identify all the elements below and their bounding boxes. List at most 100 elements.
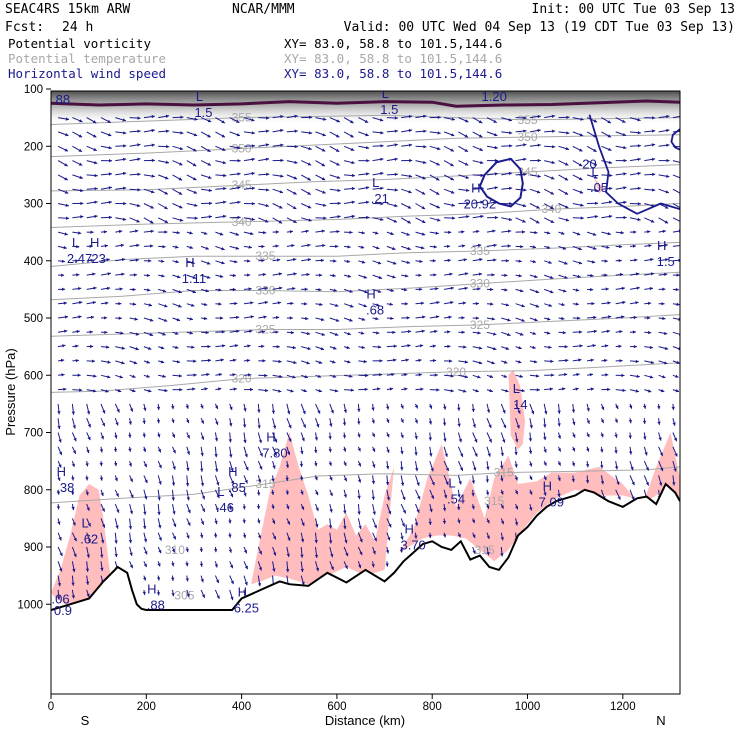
wind-vector-head xyxy=(143,577,147,581)
wind-vector-head xyxy=(652,188,656,192)
wind-vector-head xyxy=(550,359,554,363)
wind-vector-head xyxy=(448,230,452,234)
wind-vector-head xyxy=(365,146,370,150)
wind-vector-head xyxy=(529,425,533,429)
wind-vector-head xyxy=(343,409,347,413)
wind-vector-head xyxy=(607,301,611,305)
wind-vector-head xyxy=(317,410,321,414)
wind-vector-head xyxy=(162,245,166,249)
wind-vector-head xyxy=(343,510,347,514)
wind-vector-head xyxy=(475,316,479,320)
wind-vector-head xyxy=(564,191,569,195)
wind-vector-head xyxy=(318,389,322,393)
wind-vector-head xyxy=(681,130,684,133)
theta-contour-325 xyxy=(51,314,680,337)
wind-vector-head xyxy=(162,374,166,378)
wind-vector-head xyxy=(432,344,436,348)
wind-vector-head xyxy=(103,316,108,320)
wind-vector-head xyxy=(579,190,584,194)
theta-contour-350 xyxy=(51,134,680,158)
wind-vector-head xyxy=(128,434,132,438)
wind-vector-head xyxy=(550,219,554,223)
wind-vector-head xyxy=(71,595,75,599)
wind-vector-head xyxy=(157,448,161,453)
wind-vector-head xyxy=(244,479,248,484)
wind-vector-head xyxy=(478,134,483,138)
wind-vector-head xyxy=(593,315,597,320)
wind-vector-head xyxy=(294,145,298,149)
wind-vector-head xyxy=(148,346,152,350)
wind-vector-head xyxy=(237,215,241,220)
wind-vector-head xyxy=(606,245,610,249)
wind-vector-head xyxy=(328,436,332,440)
wind-vector-head xyxy=(61,373,65,377)
extremum-marker: L xyxy=(72,235,79,250)
wind-vector-head xyxy=(329,492,333,497)
wind-vector-head xyxy=(72,522,76,526)
wind-vector-head xyxy=(423,114,427,118)
wind-vector-head xyxy=(292,375,296,379)
wind-vector-head xyxy=(56,506,60,510)
wind-vector-head xyxy=(271,505,275,509)
wind-vector-head xyxy=(578,358,582,362)
wind-vector-head xyxy=(251,186,255,190)
wind-vector-head xyxy=(590,287,594,292)
wind-vector-head xyxy=(319,302,323,306)
wind-vector-head xyxy=(208,215,212,219)
wind-vector-head xyxy=(71,491,75,495)
wind-vector-head xyxy=(564,372,568,377)
wind-vector-head xyxy=(593,148,597,152)
wind-vector-head xyxy=(563,289,567,293)
wind-vector-head xyxy=(176,360,181,364)
wind-vector-head xyxy=(537,174,541,178)
wind-vector-head xyxy=(251,171,255,176)
extremum-value: .62 xyxy=(80,532,98,547)
wind-vector-head xyxy=(472,534,476,538)
wind-vector-head xyxy=(314,449,318,454)
wind-vector-head xyxy=(448,315,452,319)
wind-vector-head xyxy=(99,477,104,481)
wind-vector-head xyxy=(242,424,247,428)
wind-vector-head xyxy=(157,434,161,438)
wind-vector-head xyxy=(293,176,298,180)
wind-vector-head xyxy=(143,407,147,411)
wind-vector-head xyxy=(572,434,576,438)
wind-vector-head xyxy=(400,482,405,486)
wind-vector-head xyxy=(57,411,61,415)
wind-vector-head xyxy=(620,231,624,235)
wind-vector-head xyxy=(437,218,441,222)
wind-vector-head xyxy=(321,163,325,167)
theta-contour-label: 325 xyxy=(255,322,275,336)
wind-vector-head xyxy=(566,131,570,135)
pv-shaded-region xyxy=(51,484,111,605)
wind-vector-head xyxy=(288,424,292,429)
extremum-value: 88 xyxy=(56,92,70,107)
wind-vector-head xyxy=(500,553,504,557)
wind-vector-head xyxy=(121,346,125,350)
wind-vector-head xyxy=(645,467,649,471)
wind-vector-head xyxy=(242,534,247,539)
wind-vector-head xyxy=(64,232,68,236)
wind-vector-head xyxy=(178,304,182,308)
wind-vector-head xyxy=(462,301,466,305)
wind-vector-head xyxy=(473,467,477,471)
wind-vector-head xyxy=(371,480,376,485)
wind-vector-head xyxy=(471,519,475,524)
wind-vector-head xyxy=(321,177,326,181)
wind-vector-head xyxy=(406,260,410,264)
wind-vector-head xyxy=(165,176,169,180)
wind-vector-head xyxy=(215,468,219,472)
wind-vector-head xyxy=(235,246,239,250)
wind-vector-head xyxy=(279,374,283,379)
wind-vector-head xyxy=(400,419,404,423)
wind-vector-head xyxy=(135,229,139,233)
wind-vector-head xyxy=(500,505,504,509)
wind-vector-head xyxy=(280,114,284,119)
wind-vector-head xyxy=(546,245,551,249)
wind-vector-head xyxy=(486,466,490,470)
wind-vector-head xyxy=(600,481,605,485)
wind-vector-head xyxy=(144,496,148,500)
wind-vector-head xyxy=(309,115,313,119)
wind-vector-head xyxy=(650,219,655,223)
wind-vector-head xyxy=(414,522,419,526)
